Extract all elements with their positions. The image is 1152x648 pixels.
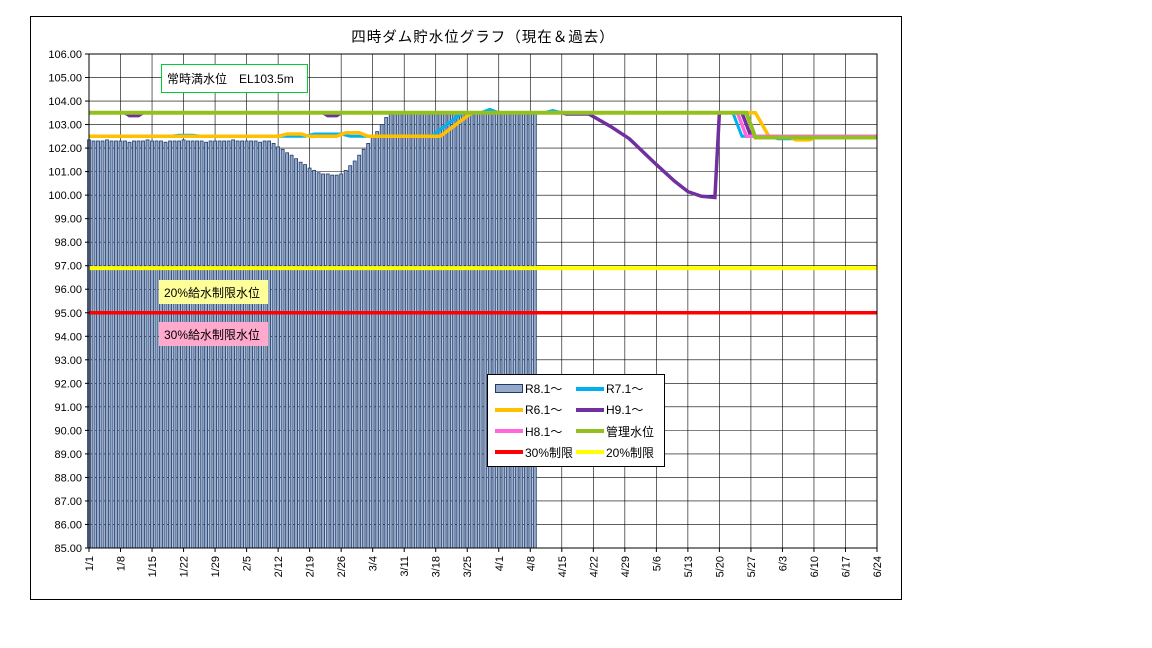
legend-label: H9.1～ (606, 403, 644, 418)
legend-line-swatch (495, 429, 523, 434)
x-axis-label: 3/11 (399, 556, 411, 577)
legend-label: H8.1～ (525, 424, 563, 439)
legend-line-swatch (576, 386, 604, 391)
y-axis-label: 101.00 (48, 167, 82, 179)
legend-label: R6.1～ (525, 403, 563, 418)
x-axis-label: 1/22 (179, 556, 191, 577)
y-axis-label: 90.00 (54, 425, 82, 437)
legend-label: 20%制限 (606, 445, 655, 460)
y-axis-label: 105.00 (48, 73, 82, 85)
y-axis-label: 103.00 (48, 120, 82, 132)
y-axis-label: 100.00 (48, 190, 82, 202)
legend-item-R7.1～: R7.1～ (576, 380, 657, 397)
y-axis-label: 91.00 (54, 402, 82, 414)
x-axis-label: 1/8 (116, 556, 128, 571)
annotation-normal-full-level: 常時満水位 EL103.5m (161, 64, 308, 93)
bars-R8.1～ (87, 113, 537, 549)
x-axis-label: 2/5 (242, 556, 254, 571)
annotation-30pct-restriction: 30%給水制限水位 (159, 322, 268, 346)
legend-item-R6.1～: R6.1～ (495, 401, 576, 418)
chart-title: 四時ダム貯水位グラフ（現在＆過去） (351, 30, 615, 46)
y-axis-label: 97.00 (54, 261, 82, 273)
legend-item-H8.1～: H8.1～ (495, 423, 576, 440)
annotation-20pct-restriction: 20%給水制限水位 (159, 280, 268, 304)
x-axis-label: 6/17 (840, 556, 852, 577)
x-axis-label: 6/24 (872, 556, 884, 577)
legend: R8.1～ R7.1～ R6.1～ H9.1～ H8.1～ 管理水位 30%制限 20%制限 (487, 374, 665, 467)
y-axis-label: 94.00 (54, 331, 82, 343)
y-axis-label: 95.00 (54, 308, 82, 320)
legend-label: R8.1～ (525, 382, 563, 397)
legend-label: 30%制限 (525, 445, 574, 460)
y-axis-label: 89.00 (54, 449, 82, 461)
legend-item-20%制限: 20%制限 (576, 444, 657, 461)
x-axis-labels: 1/1 1/8 1/15 1/22 1/29 2/5 2/12 2/19 2/26 3/4 3/11… (84, 548, 884, 577)
line-管理水位 (89, 110, 877, 140)
legend-label: 管理水位 (606, 424, 655, 439)
x-axis-label: 1/1 (84, 556, 96, 571)
x-axis-label: 5/13 (683, 556, 695, 577)
x-axis-label: 1/29 (210, 556, 222, 577)
legend-item-H9.1～: H9.1～ (576, 401, 657, 418)
y-axis-label: 99.00 (54, 214, 82, 226)
legend-line-swatch (576, 429, 604, 434)
y-axis-label: 102.00 (48, 143, 82, 155)
legend-label: R7.1～ (606, 382, 644, 397)
x-axis-label: 3/25 (462, 556, 474, 577)
legend-item-R8.1～: R8.1～ (495, 380, 576, 397)
x-axis-label: 4/8 (525, 556, 537, 571)
x-axis-label: 5/27 (746, 556, 758, 577)
y-axis-label: 93.00 (54, 355, 82, 367)
y-axis-label: 96.00 (54, 284, 82, 296)
x-axis-label: 4/29 (620, 556, 632, 577)
legend-line-swatch (576, 450, 604, 455)
y-axis-label: 92.00 (54, 378, 82, 390)
plot-area: 85.00 86.00 87.00 88.00 89.00 90.00 91.00 92.00… (48, 49, 884, 577)
legend-bar-swatch (495, 384, 523, 394)
x-axis-label: 6/10 (809, 556, 821, 577)
y-axis-label: 98.00 (54, 237, 82, 249)
x-axis-label: 2/26 (336, 556, 348, 577)
y-axis-label: 88.00 (54, 472, 82, 484)
chart-frame: 四時ダム貯水位グラフ（現在＆過去） 85.00 86.00 87.00 88.00 89… (30, 16, 902, 600)
x-axis-label: 3/18 (431, 556, 443, 577)
y-axis-label: 106.00 (48, 49, 82, 61)
x-axis-label: 3/4 (368, 556, 380, 571)
x-axis-label: 5/20 (714, 556, 726, 577)
x-axis-label: 2/12 (273, 556, 285, 577)
x-axis-label: 4/1 (494, 556, 506, 571)
legend-line-swatch (495, 450, 523, 455)
y-axis-label: 87.00 (54, 496, 82, 508)
plot-border (88, 53, 878, 549)
legend-line-swatch (495, 407, 523, 412)
line-R6.1～ (89, 111, 877, 142)
legend-line-swatch (576, 407, 604, 412)
x-axis-label: 1/15 (147, 556, 159, 577)
y-axis-labels: 85.00 86.00 87.00 88.00 89.00 90.00 91.00 92.00… (48, 49, 89, 555)
x-axis-label: 2/19 (305, 556, 317, 577)
legend-item-30%制限: 30%制限 (495, 444, 576, 461)
y-axis-label: 85.00 (54, 543, 82, 555)
x-axis-label: 4/22 (588, 556, 600, 577)
x-axis-label: 4/15 (557, 556, 569, 577)
x-axis-label: 5/6 (651, 556, 663, 571)
x-axis-label: 6/3 (777, 556, 789, 571)
y-axis-label: 86.00 (54, 519, 82, 531)
y-axis-label: 104.00 (48, 96, 82, 108)
legend-item-管理水位: 管理水位 (576, 423, 657, 440)
